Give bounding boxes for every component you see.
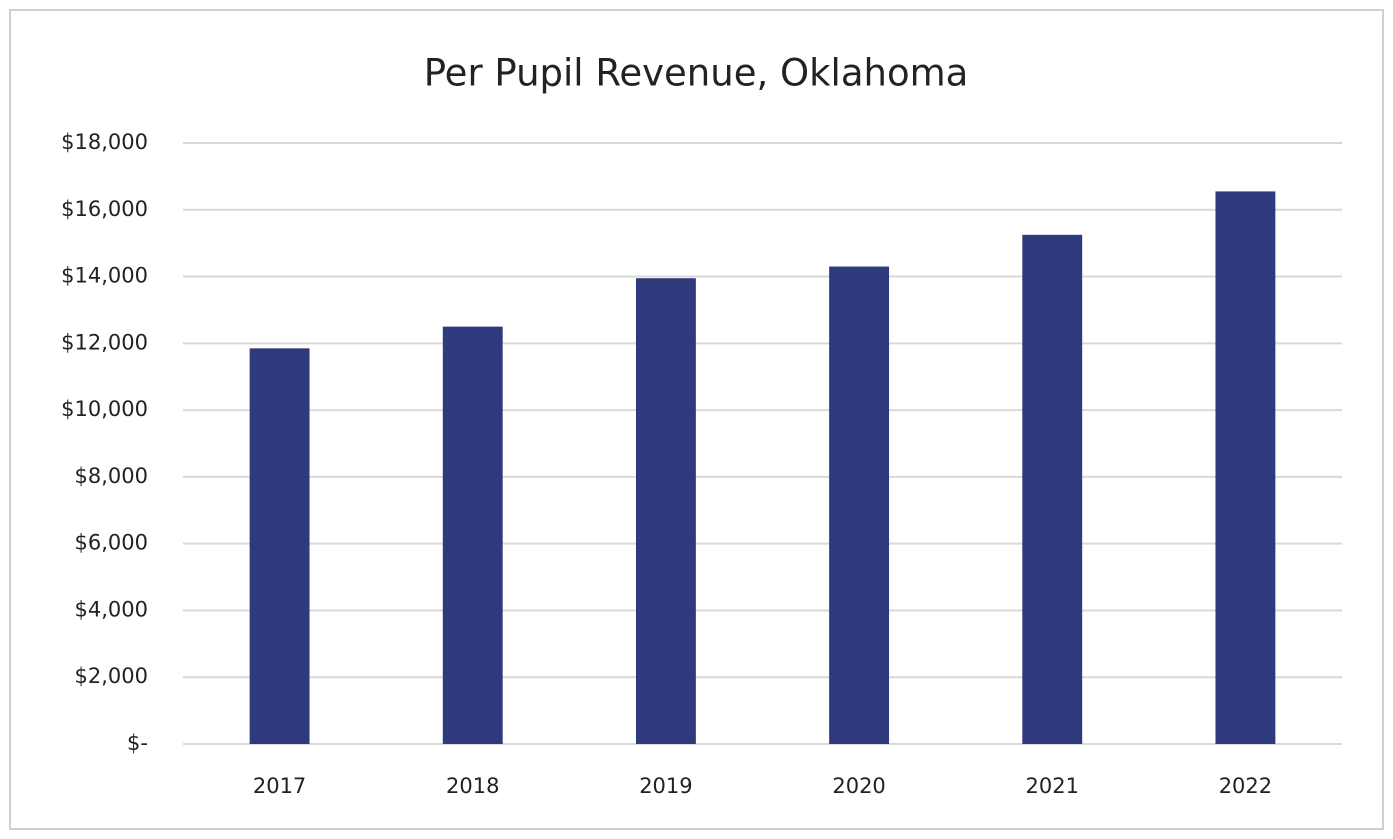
y-tick-label: $18,000 — [61, 130, 148, 154]
x-tick-label: 2019 — [639, 774, 692, 798]
x-tick-label: 2017 — [253, 774, 306, 798]
y-tick-label: $8,000 — [75, 464, 148, 488]
y-tick-label: $14,000 — [61, 264, 148, 288]
bar — [249, 348, 310, 744]
y-tick-label: $16,000 — [61, 197, 148, 221]
y-tick-label: $6,000 — [75, 531, 148, 555]
bar — [829, 266, 890, 744]
bar — [635, 278, 696, 744]
x-tick-label: 2020 — [832, 774, 885, 798]
x-tick-label: 2018 — [446, 774, 499, 798]
y-tick-label: $- — [127, 731, 148, 755]
bar — [442, 326, 503, 744]
chart-title: Per Pupil Revenue, Oklahoma — [424, 52, 969, 95]
x-tick-label: 2022 — [1219, 774, 1272, 798]
bar — [1022, 234, 1083, 744]
y-tick-label: $12,000 — [61, 330, 148, 354]
y-tick-label: $2,000 — [75, 664, 148, 688]
y-tick-label: $4,000 — [75, 597, 148, 621]
bar — [1215, 191, 1276, 745]
y-tick-label: $10,000 — [61, 397, 148, 421]
x-tick-label: 2021 — [1026, 774, 1079, 798]
chart-frame — [9, 9, 1384, 830]
